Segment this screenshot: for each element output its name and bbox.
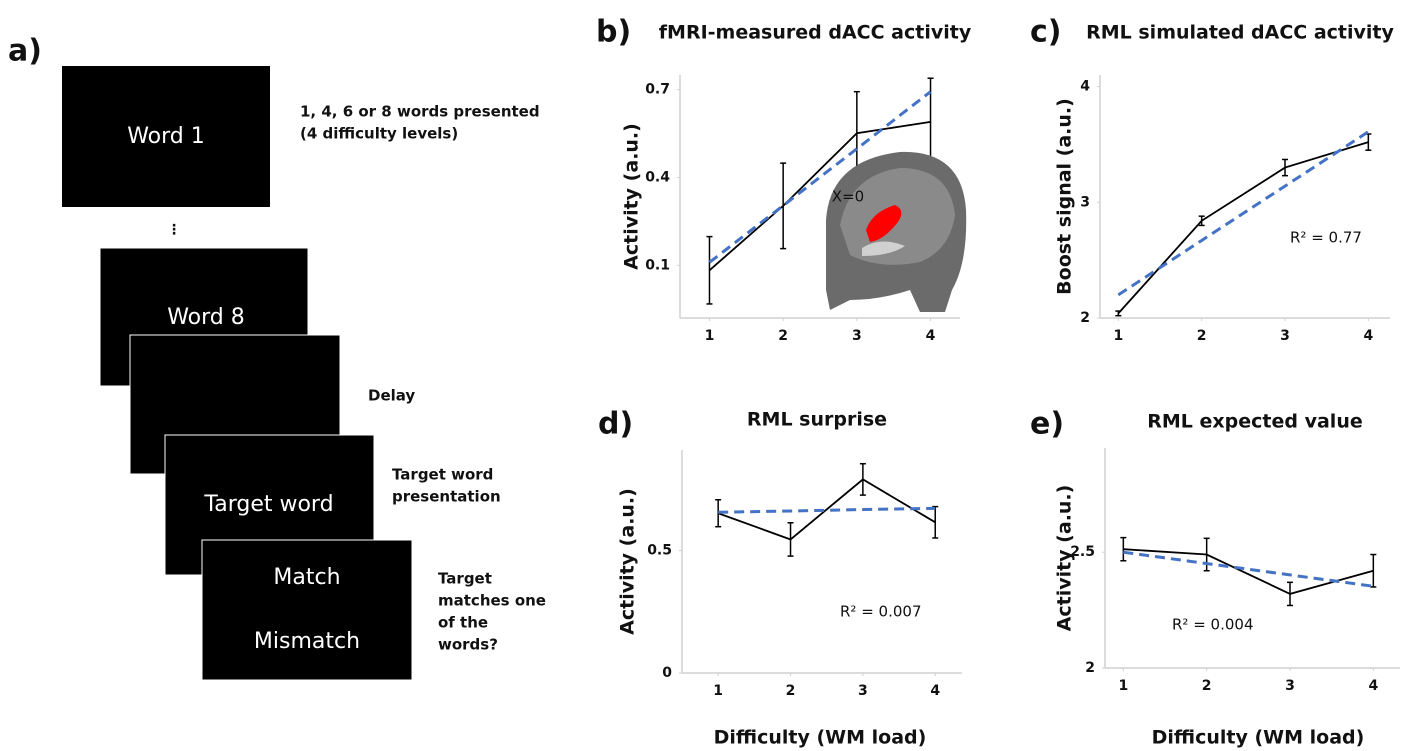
note: Target word (392, 466, 493, 484)
note: words? (438, 636, 498, 654)
panel-label: c) (1030, 15, 1062, 50)
brain-inset (826, 152, 966, 312)
chart-title: RML simulated dACC activity (1086, 22, 1394, 44)
x-tick-label: 1 (1118, 678, 1128, 694)
figure: a) Word 1 ⋮ Word 8 Target word Match Mis… (0, 0, 1427, 751)
x-tick-label: 4 (930, 683, 940, 699)
x-tick-label: 3 (858, 683, 868, 699)
annotation: R² = 0.004 (1172, 616, 1253, 634)
y-tick-label: 2 (1080, 310, 1090, 326)
annotation: X=0 (832, 188, 864, 206)
error-bar (860, 464, 866, 495)
y-tick-label: 0.5 (647, 542, 672, 558)
x-axis-label: Difficulty (WM load) (1152, 727, 1365, 749)
note: matches one (438, 592, 546, 610)
note: presentation (392, 488, 501, 506)
error-bar (780, 163, 786, 248)
x-tick-label: 3 (852, 328, 862, 344)
y-tick-label: 2.5 (1070, 544, 1095, 560)
x-tick-label: 2 (778, 328, 788, 344)
x-tick-label: 4 (926, 328, 936, 344)
error-bar (706, 237, 712, 304)
screen-text: Word 1 (127, 124, 205, 149)
y-tick-label: 4 (1080, 79, 1090, 95)
note: of the (438, 614, 488, 632)
panel-label: e) (1030, 407, 1064, 442)
ellipsis: ⋮ (167, 222, 181, 238)
screen-text: Word 8 (167, 305, 245, 330)
x-tick-label: 2 (786, 683, 796, 699)
error-bar (932, 507, 938, 538)
x-tick-label: 2 (1202, 678, 1212, 694)
panel-label: b) (596, 15, 631, 50)
y-tick-label: 2 (1085, 660, 1095, 676)
x-tick-label: 3 (1285, 678, 1295, 694)
y-tick-label: 3 (1080, 194, 1090, 210)
panel-label: d) (598, 407, 633, 442)
x-tick-label: 3 (1280, 328, 1290, 344)
x-tick-label: 2 (1197, 328, 1207, 344)
error-bar (1115, 311, 1121, 316)
panel-label: a) (8, 34, 42, 69)
chart-title: RML surprise (747, 409, 887, 431)
chart-title: RML expected value (1147, 411, 1362, 433)
y-tick-label: 0.7 (645, 82, 670, 98)
y-tick-label: 0.1 (645, 257, 670, 273)
x-tick-label: 1 (713, 683, 723, 699)
x-tick-label: 1 (705, 328, 715, 344)
chart-title: fMRI-measured dACC activity (659, 22, 972, 44)
y-tick-label: 0 (662, 665, 672, 681)
note: (4 difficulty levels) (300, 125, 458, 143)
x-tick-label: 4 (1363, 328, 1373, 344)
fit-line (1123, 552, 1373, 586)
note: 1, 4, 6 or 8 words presented (300, 103, 540, 121)
x-axis-label: Difficulty (WM load) (714, 727, 927, 749)
screen-text: Target word (203, 492, 333, 517)
screen-text: Mismatch (254, 629, 360, 654)
x-tick-label: 1 (1113, 328, 1123, 344)
x-tick-label: 4 (1368, 678, 1378, 694)
screen-text: Match (273, 565, 340, 590)
y-axis-label: Activity (a.u.) (621, 123, 643, 270)
screen (202, 540, 412, 680)
note: Target (438, 570, 492, 588)
annotation: R² = 0.007 (840, 603, 921, 621)
y-tick-label: 0.4 (645, 169, 670, 185)
note: Delay (368, 387, 415, 405)
y-axis-label: Activity (a.u.) (617, 488, 639, 635)
y-axis-label: Boost signal (a.u.) (1054, 98, 1076, 295)
annotation: R² = 0.77 (1290, 229, 1362, 247)
